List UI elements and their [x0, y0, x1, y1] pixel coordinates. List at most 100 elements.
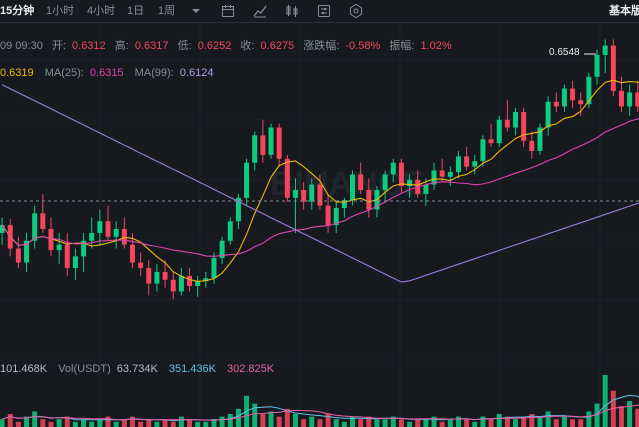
volume-bar [211, 419, 217, 427]
volume-legend: 101.468K Vol(USDT) 63.734K 351.436K 302.… [0, 363, 274, 376]
line-tool-icon[interactable] [252, 3, 268, 19]
candle-body [113, 229, 119, 237]
candle-body [602, 45, 608, 55]
candle-body [48, 229, 54, 251]
ma25-label: MA(25): [44, 67, 84, 79]
ma25-value: 0.6315 [89, 67, 124, 79]
candle-body [431, 170, 437, 185]
volume-bar [561, 416, 567, 427]
candle-body [276, 127, 282, 159]
interval-15m[interactable]: 15分钟 [0, 5, 35, 17]
candle-body [529, 140, 535, 151]
ohlc-info: 09 09:30 开: 0.6312 高: 0.6317 低: 0.6252 收… [0, 40, 452, 53]
volume-bar [309, 416, 315, 427]
ma99-label: MA(99): [134, 67, 174, 79]
candle-body [170, 279, 176, 292]
sliders-icon[interactable] [316, 3, 332, 19]
candle-body [64, 244, 70, 269]
change-label: 涨跌幅: [303, 40, 340, 52]
candle-body [0, 225, 5, 233]
candle-settings-icon[interactable] [284, 3, 300, 19]
calendar-icon[interactable] [220, 3, 236, 19]
volume-bar [358, 419, 364, 427]
volume-bar [268, 411, 274, 427]
chevron-down-icon[interactable] [188, 3, 204, 19]
volume-bar [113, 421, 119, 427]
volume-bar [390, 416, 396, 427]
candle-body [627, 92, 633, 107]
candle-body [105, 221, 111, 237]
candle-body [219, 240, 225, 258]
hexagon-settings-icon[interactable] [348, 3, 364, 19]
volume-bar [423, 419, 429, 427]
candle-body [398, 162, 404, 187]
volume-bar [129, 416, 135, 427]
candle-body [81, 240, 87, 257]
interval-1h[interactable]: 1小时 [46, 5, 75, 17]
volume-bar [146, 419, 152, 427]
candle-body [309, 184, 315, 202]
volume-bar [154, 421, 160, 427]
volume-bar [635, 408, 639, 427]
ma99-value: 0.6124 [179, 67, 214, 79]
candle-body [89, 232, 95, 241]
candle-body [268, 127, 274, 155]
chart-grid [0, 23, 639, 427]
open-label: 开: [51, 40, 66, 52]
volume-bar [472, 421, 478, 427]
candle-body [317, 184, 323, 206]
candle-body [407, 179, 413, 187]
candle-body [333, 207, 339, 226]
volume-bar [170, 421, 176, 427]
volume-bar [15, 421, 21, 427]
candle-body [586, 76, 592, 105]
volume-bar [276, 416, 282, 427]
ma25-line [1, 117, 639, 257]
interval-1w[interactable]: 1周 [158, 5, 176, 17]
volume-bar [301, 419, 307, 427]
volume-bar [219, 416, 225, 427]
volume-bar [415, 419, 421, 427]
basic-view-tab[interactable]: 基本版 [609, 5, 639, 17]
volume-bar [439, 421, 445, 427]
ma-legend: 0.6319 MA(25): 0.6315 MA(99): 0.6124 [0, 67, 213, 80]
candle-body [121, 229, 127, 245]
high-price-marker: 0.6548 [549, 47, 580, 58]
candle-body [97, 221, 103, 233]
volume-bar [570, 419, 576, 427]
candle-body [32, 213, 38, 241]
candle-body [610, 45, 616, 91]
amplitude-label: 振幅: [389, 40, 415, 52]
volume-bar [203, 421, 209, 427]
interval-4h[interactable]: 4小时 [87, 5, 116, 17]
volume-bar [72, 421, 78, 427]
candle-body [244, 162, 250, 198]
volume-bar [81, 419, 87, 427]
candle-body [40, 213, 46, 230]
high-label: 高: [114, 40, 129, 52]
volume-bar [48, 421, 54, 427]
volume-bar [602, 375, 608, 427]
candle-body [504, 119, 510, 128]
volume-value: 101.468K [0, 363, 48, 375]
candle-body [618, 90, 624, 107]
volume-usdt-label: Vol(USDT) [58, 363, 111, 375]
candle-body [235, 197, 241, 222]
volume-bar [138, 421, 144, 427]
candle-body [390, 162, 396, 175]
candle-body [423, 184, 429, 194]
candle-body [195, 281, 201, 286]
volume-bar [40, 419, 46, 427]
candle-body [358, 174, 364, 190]
low-label: 低: [177, 40, 192, 52]
volume-usdt-value: 63.734K [116, 363, 158, 375]
candle-body [570, 88, 576, 101]
volume-bar [537, 416, 543, 427]
volume-bar [366, 416, 372, 427]
volume-bar [407, 421, 413, 427]
interval-1d[interactable]: 1日 [127, 5, 145, 17]
volume-bar [260, 414, 266, 427]
volume-bar [64, 416, 70, 427]
ma7-line [1, 79, 639, 282]
